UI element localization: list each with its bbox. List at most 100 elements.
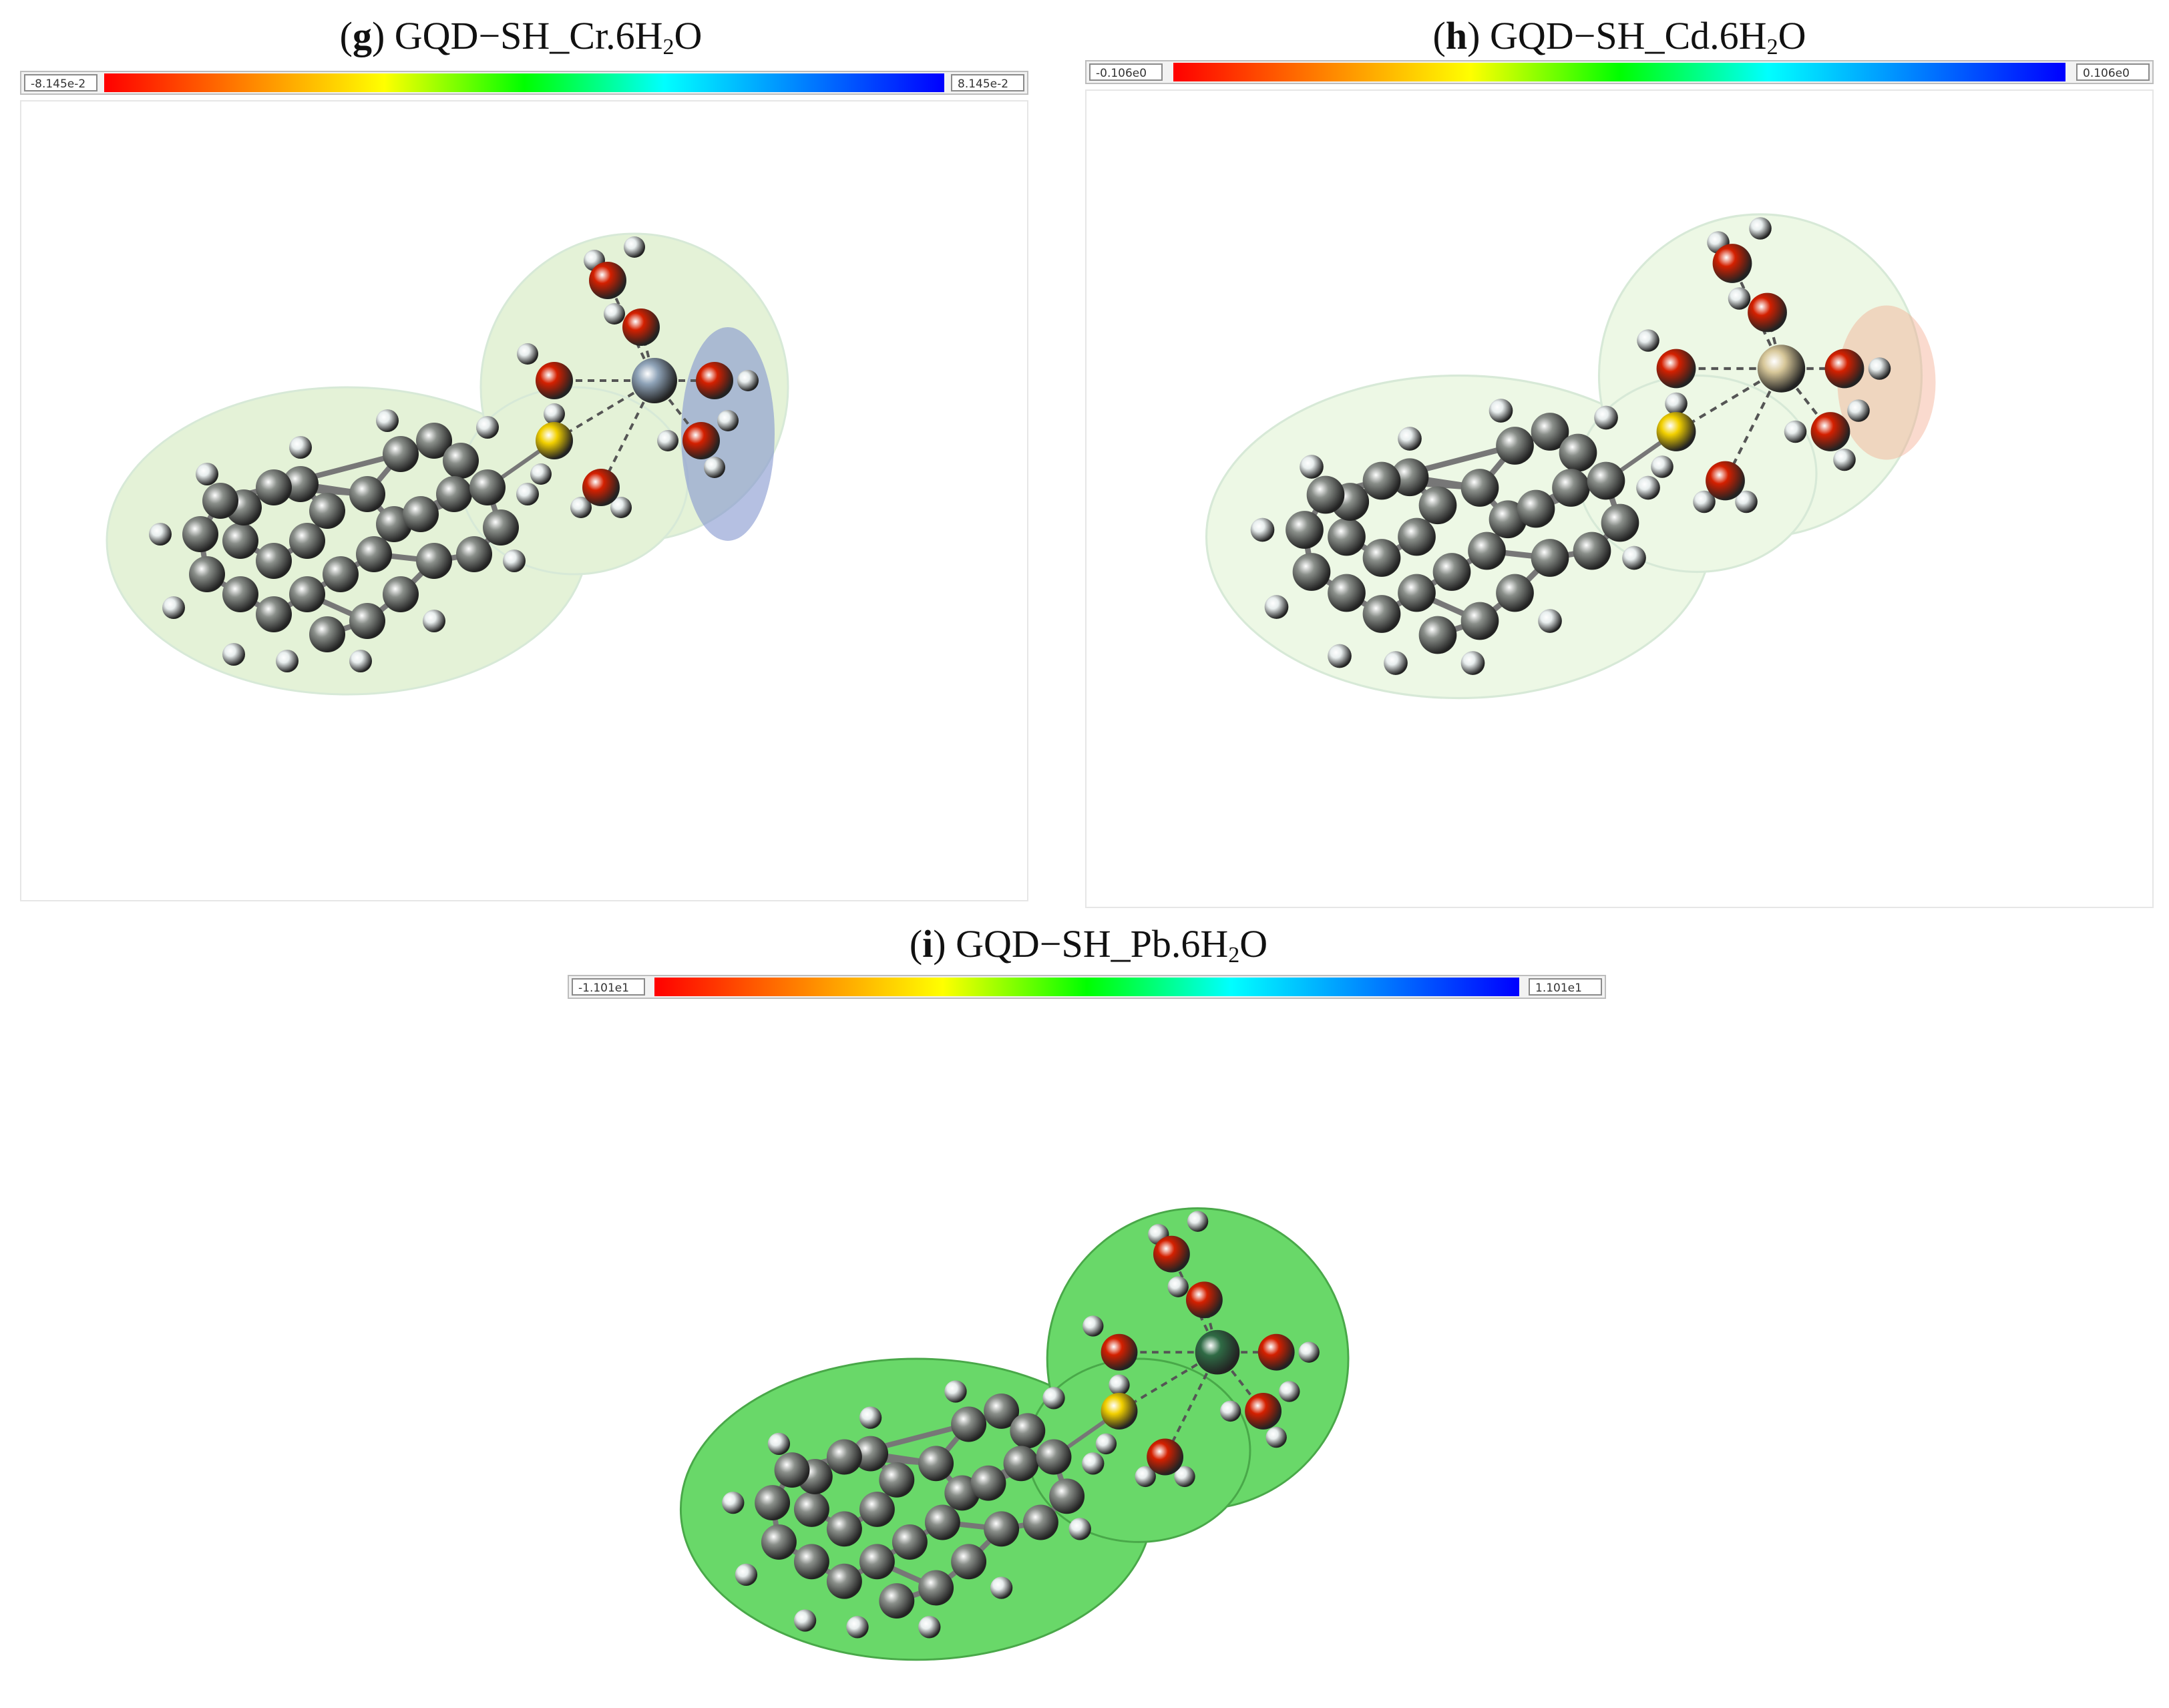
hydrogen-atom xyxy=(1328,644,1352,668)
hydrogen-atom xyxy=(1749,217,1772,240)
hydrogen-atom xyxy=(149,523,172,546)
hydrogen-atom xyxy=(1636,475,1660,500)
molecule-render xyxy=(106,232,789,696)
hydrogen-atom xyxy=(1398,427,1422,451)
carbon-atom xyxy=(256,596,292,632)
carbon-atom xyxy=(436,476,472,512)
hydrogen-atom xyxy=(1264,595,1289,619)
hydrogen-atom xyxy=(1167,1276,1189,1297)
hydrogen-atom xyxy=(570,497,592,518)
oxygen-atom xyxy=(582,469,620,506)
hydrogen-atom xyxy=(289,436,312,459)
carbon-atom xyxy=(1559,433,1597,472)
hydrogen-atom xyxy=(1460,651,1485,675)
metal-atom xyxy=(632,358,677,403)
carbon-atom xyxy=(1552,469,1590,507)
hydrogen-atom xyxy=(717,410,739,431)
oxygen-atom xyxy=(696,362,733,399)
carbon-atom xyxy=(189,556,225,592)
color-scale-bar: -0.106e0 0.106e0 xyxy=(1085,60,2154,84)
hydrogen-atom xyxy=(1735,490,1758,513)
hydrogen-atom xyxy=(1384,651,1408,675)
render-viewport xyxy=(1085,89,2154,908)
carbon-atom xyxy=(879,1583,915,1619)
carbon-atom xyxy=(826,1511,862,1547)
carbon-atom xyxy=(853,1436,889,1472)
carbon-atom xyxy=(1418,616,1457,654)
carbon-atom xyxy=(1517,489,1555,528)
hydrogen-atom xyxy=(530,463,552,485)
carbon-atom xyxy=(892,1524,928,1560)
carbon-atom xyxy=(1362,595,1401,633)
sulfur-atom xyxy=(536,422,573,459)
carbon-atom xyxy=(918,1570,954,1606)
color-scale-bar: -8.145e-2 8.145e-2 xyxy=(20,71,1028,95)
hydrogen-atom xyxy=(376,409,399,432)
carbon-atom xyxy=(1398,574,1436,612)
hydrogen-atom xyxy=(1095,1433,1117,1455)
hydrogen-atom xyxy=(349,650,372,672)
carbon-atom xyxy=(309,616,345,652)
carbon-atom xyxy=(182,516,218,552)
hydrogen-atom xyxy=(162,596,185,619)
oxygen-atom xyxy=(1147,1438,1184,1476)
hydrogen-atom xyxy=(1082,1452,1105,1475)
hydrogen-atom xyxy=(423,610,445,632)
hydrogen-atom xyxy=(1219,1400,1241,1422)
carbon-atom xyxy=(1328,517,1366,556)
carbon-atom xyxy=(859,1544,895,1580)
hydrogen-atom xyxy=(1300,455,1324,479)
metal-atom xyxy=(1757,345,1806,393)
metal-atom xyxy=(1195,1329,1240,1375)
hydrogen-atom xyxy=(1279,1381,1300,1402)
sulfur-atom xyxy=(1656,412,1696,451)
hydrogen-atom xyxy=(1538,609,1562,633)
scale-min-value: -0.106e0 xyxy=(1089,63,1163,81)
oxygen-atom xyxy=(1706,461,1745,501)
carbon-atom xyxy=(1496,427,1534,465)
scale-min-value: -8.145e-2 xyxy=(24,74,97,91)
oxygen-atom xyxy=(682,422,720,459)
panel-title: (g) GQD−SH_Cr.6H2O xyxy=(339,14,703,59)
render-viewport xyxy=(20,100,1028,901)
carbon-atom xyxy=(282,466,319,502)
carbon-atom xyxy=(793,1544,829,1580)
hydrogen-atom xyxy=(1693,490,1716,513)
carbon-atom xyxy=(1398,517,1436,556)
carbon-atom xyxy=(924,1504,960,1540)
hydrogen-atom xyxy=(1042,1387,1065,1410)
oxygen-atom xyxy=(536,362,573,399)
carbon-atom xyxy=(356,536,392,572)
carbon-atom xyxy=(1036,1439,1072,1475)
carbon-atom xyxy=(774,1452,810,1488)
atoms xyxy=(149,236,759,672)
carbon-atom xyxy=(1587,461,1625,500)
hydrogen-atom xyxy=(1594,405,1618,430)
hydrogen-atom xyxy=(517,343,538,365)
carbon-atom xyxy=(383,576,419,612)
carbon-atom xyxy=(222,576,258,612)
hydrogen-atom xyxy=(624,236,645,258)
carbon-atom xyxy=(349,476,385,512)
carbon-atom xyxy=(1432,553,1471,591)
carbon-atom xyxy=(289,523,325,559)
hydrogen-atom xyxy=(1637,329,1659,352)
hydrogen-atom xyxy=(196,463,218,485)
carbon-atom xyxy=(859,1491,895,1527)
molecule-render xyxy=(679,1207,1350,1661)
carbon-atom xyxy=(1496,574,1534,612)
carbon-atom xyxy=(256,543,292,579)
carbon-atom xyxy=(1531,539,1569,577)
carbon-atom xyxy=(1468,531,1506,570)
oxygen-atom xyxy=(1185,1281,1223,1319)
scale-max-value: 8.145e-2 xyxy=(951,74,1024,91)
scale-min-value: -1.101e1 xyxy=(572,978,645,996)
hydrogen-atom xyxy=(846,1616,869,1639)
hydrogen-atom xyxy=(722,1491,745,1514)
hydrogen-atom xyxy=(1135,1466,1156,1488)
hydrogen-atom xyxy=(1298,1341,1320,1363)
hydrogen-atom xyxy=(1174,1466,1195,1488)
oxygen-atom xyxy=(1101,1333,1138,1371)
hydrogen-atom xyxy=(944,1380,967,1403)
carbon-atom xyxy=(1460,602,1499,640)
